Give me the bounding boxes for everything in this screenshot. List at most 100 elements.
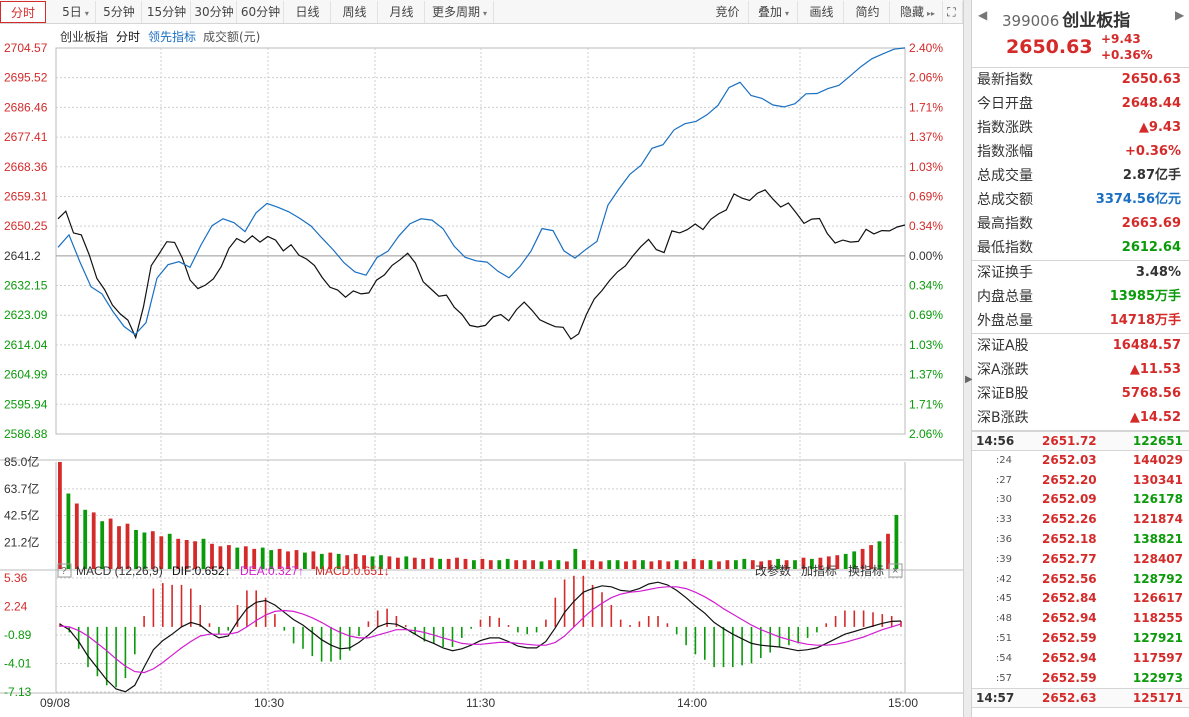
stat-row: 最高指数 2663.69 (972, 212, 1189, 236)
lead-indicator-label[interactable]: 领先指标 (148, 30, 197, 44)
volume-bar (767, 560, 772, 569)
period-tab-7[interactable]: 周线 (332, 1, 378, 23)
tool-btn-4[interactable]: 隐藏 ▸▸ (893, 1, 943, 23)
volume-bar (734, 560, 738, 569)
pct-tick-label: 2.06% (909, 71, 943, 85)
volume-bar (108, 518, 113, 569)
price-tick-label: 2641.2 (4, 249, 41, 263)
tick-row: :42 2652.56 128792 (972, 570, 1189, 590)
stat-row: 外盘总量 14718万手 (972, 309, 1189, 333)
price-tick-label: 2695.52 (4, 71, 48, 85)
pct-tick-label: 0.69% (909, 189, 943, 203)
volume-bar (235, 547, 240, 569)
stat-value: 2663.69 (1121, 216, 1181, 231)
time-tick-label: 10:30 (254, 696, 284, 710)
period-tab-9[interactable]: 更多周期 ▾ (426, 1, 494, 23)
tick-time: :30 (995, 494, 1012, 506)
price-tick-label: 2586.88 (4, 427, 48, 441)
stat-label: 总成交额 (977, 192, 1033, 208)
tick-price: 2652.63 (1042, 691, 1097, 706)
tool-btn-1[interactable]: 叠加 ▾ (750, 1, 798, 23)
volume-bar (793, 560, 797, 569)
market-stats: 深证换手 3.48% 内盘总量 13985万手 外盘总量 14718万手 (972, 261, 1189, 334)
volume-bar (826, 556, 831, 569)
tool-btn-2[interactable]: 画线 (800, 1, 844, 23)
volume-bar (505, 558, 510, 569)
prev-stock-icon[interactable]: ◀ (978, 8, 988, 22)
period-tab-2[interactable]: 5分钟 (97, 1, 142, 23)
volume-bar (691, 558, 696, 569)
volume-bar (125, 523, 130, 569)
tool-btn-0[interactable]: 竞价 (707, 1, 749, 23)
volume-tick-label: 42.5亿 (4, 508, 39, 523)
stat-value: 14718万手 (1109, 313, 1181, 328)
stat-value: 13985万手 (1109, 289, 1181, 304)
chart-canvas[interactable]: 2704.57 2.40% 2695.52 2.06% 2686.46 1.71% 2677… (0, 24, 963, 717)
fullscreen-icon[interactable]: ⛶ (941, 1, 963, 23)
price-change: +9.43 (1101, 32, 1141, 46)
dif-value: DIF:0.652↓ (172, 564, 231, 578)
tick-price: 2652.84 (1042, 591, 1097, 606)
tick-volume: 122973 (1132, 670, 1183, 685)
help-icon (57, 563, 72, 578)
tool-btn-3[interactable]: 简约 (846, 1, 890, 23)
collapse-arrow-icon[interactable]: ▶ (965, 374, 973, 385)
volume-bar (632, 560, 637, 569)
price-tick-label: 2650.25 (4, 219, 48, 233)
period-tab-5[interactable]: 60分钟 (238, 1, 284, 23)
stat-label: 深A涨跌 (977, 362, 1029, 378)
stat-label: 最低指数 (977, 240, 1033, 256)
period-tab-3[interactable]: 15分钟 (143, 1, 191, 23)
volume-bar (497, 560, 502, 569)
period-tab-6[interactable]: 日线 (285, 1, 331, 23)
tick-time: :24 (995, 454, 1012, 466)
stat-value: 3374.56亿元 (1095, 192, 1181, 207)
period-tab-8[interactable]: 月线 (379, 1, 425, 23)
price-tick-label: 2614.04 (4, 338, 48, 352)
macd-button[interactable]: 换指标 (848, 563, 884, 578)
stat-value: 3.48% (1135, 265, 1181, 280)
tick-volume: 121874 (1132, 512, 1183, 527)
period-tab-4[interactable]: 30分钟 (192, 1, 237, 23)
close-icon: × (892, 565, 898, 577)
pct-tick-label: 0.00% (909, 249, 943, 263)
tick-list[interactable]: 14:56 2651.72 122651:24 2652.03 144029:27 265… (972, 431, 1189, 709)
volume-bar (750, 560, 755, 569)
macd-tick-label: -7.13 (4, 685, 32, 699)
volume-bar (480, 558, 485, 569)
volume-bar (387, 556, 392, 569)
volume-bar (134, 530, 138, 569)
volume-bar (396, 557, 400, 569)
panel-splitter[interactable]: ▶ (963, 0, 973, 717)
volume-bar (708, 560, 713, 569)
period-tab-1[interactable]: 5日 ▾ (56, 1, 96, 23)
macd-button[interactable]: 改参数 (755, 563, 791, 578)
tick-price: 2652.94 (1042, 650, 1097, 665)
price-tick-label: 2623.09 (4, 308, 48, 322)
next-stock-icon[interactable]: ▶ (1175, 8, 1185, 22)
period-tab-0[interactable]: 分时 (0, 1, 46, 23)
volume-bar (472, 560, 476, 569)
macd-button[interactable]: 加指标 (801, 563, 837, 578)
sz-market-stats: 深证A股 16484.57 深A涨跌 ▲11.53 深证B股 5768.56 深B涨跌 ▲14… (972, 334, 1189, 431)
dea-value: DEA:0.327↑ (240, 564, 304, 578)
volume-bar (167, 533, 172, 569)
volume-bar (843, 553, 848, 569)
volume-bar (514, 560, 519, 569)
intraday-chart-area[interactable]: 2704.57 2.40% 2695.52 2.06% 2686.46 1.71% 2677… (0, 24, 963, 717)
time-tick-label: 14:00 (677, 696, 707, 710)
tick-row: 14:57 2652.63 125171 (972, 688, 1189, 709)
stat-label: 深B涨跌 (977, 410, 1029, 426)
volume-tick-label: 21.2亿 (4, 534, 39, 549)
tick-volume: 126617 (1132, 591, 1183, 606)
pct-tick-label: 1.03% (909, 160, 943, 174)
stat-row: 指数涨幅 +0.36% (972, 140, 1189, 164)
tick-price: 2652.20 (1042, 472, 1097, 487)
volume-bar (438, 558, 442, 569)
volume-bar (869, 545, 873, 569)
volume-bar (176, 538, 181, 569)
volume-bar (776, 558, 780, 569)
volume-bar (717, 561, 721, 569)
stat-label: 最新指数 (977, 72, 1033, 88)
